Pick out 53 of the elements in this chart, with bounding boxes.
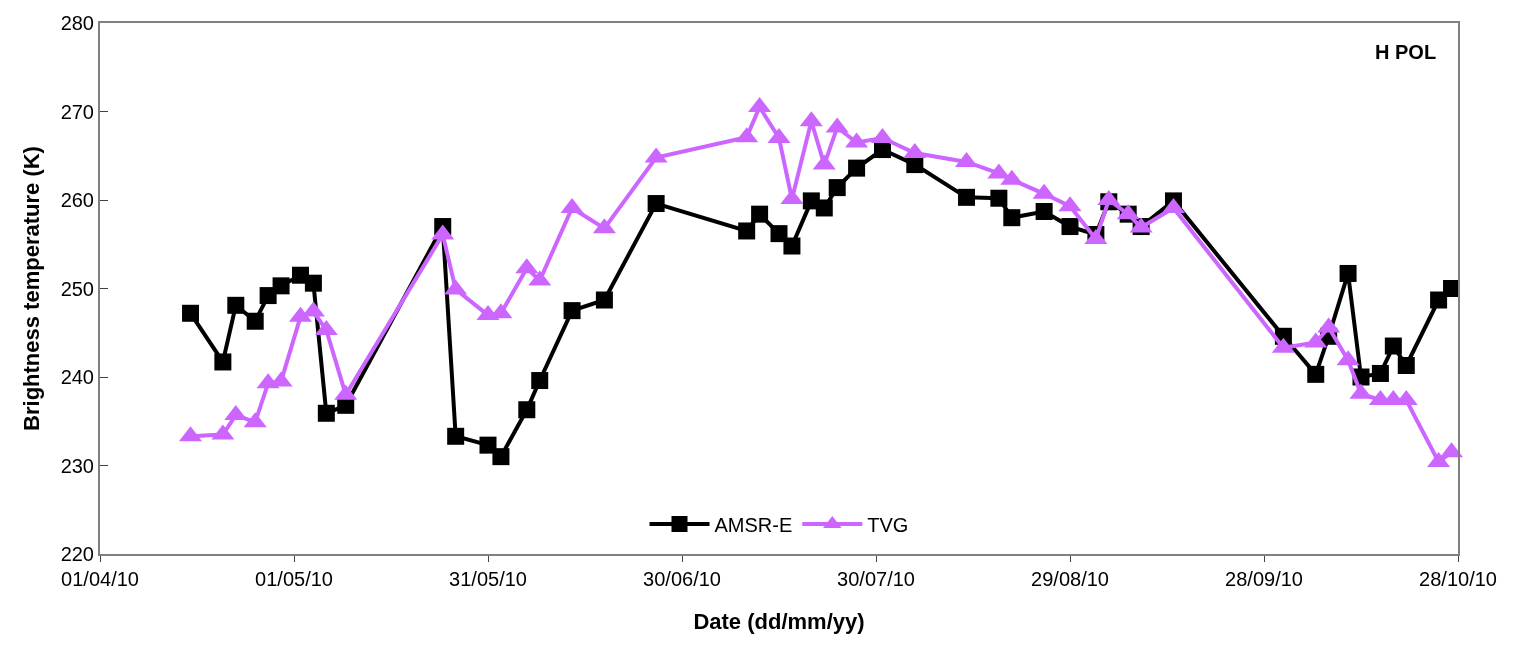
- point: [1339, 264, 1357, 282]
- x-tick-label: 30/07/10: [837, 568, 915, 590]
- point: [1371, 364, 1389, 382]
- y-tick-label: 240: [60, 366, 94, 388]
- point: [595, 291, 613, 309]
- y-tick-label: 260: [60, 189, 94, 211]
- x-tick-label: 01/04/10: [61, 568, 139, 590]
- point: [1061, 218, 1079, 236]
- legend-label: AMSR-E: [714, 513, 793, 536]
- point: [770, 225, 788, 243]
- point: [182, 304, 200, 322]
- point: [272, 277, 290, 295]
- y-tick-label: 220: [60, 543, 94, 565]
- point: [214, 353, 232, 371]
- point: [1397, 356, 1415, 374]
- point: [227, 296, 245, 314]
- y-tick-label: 230: [60, 454, 94, 477]
- point: [815, 199, 833, 217]
- point: [259, 287, 277, 305]
- y-tick-label: 270: [60, 100, 94, 123]
- point: [1384, 337, 1402, 355]
- point: [492, 448, 510, 466]
- x-tick-label: 29/08/10: [1031, 568, 1109, 590]
- point: [447, 427, 465, 445]
- point: [246, 312, 264, 330]
- point: [1035, 203, 1053, 221]
- point: [317, 404, 335, 422]
- x-tick-label: 28/10/10: [1419, 568, 1497, 590]
- legend-label: TVG: [867, 513, 909, 536]
- point: [304, 274, 322, 292]
- point: [828, 179, 846, 197]
- point: [563, 302, 581, 320]
- point: [1430, 291, 1448, 309]
- point: [647, 195, 665, 213]
- point: [990, 189, 1008, 207]
- point: [848, 159, 866, 177]
- point: [531, 372, 549, 390]
- point: [958, 188, 976, 206]
- point: [1003, 209, 1021, 227]
- x-tick-label: 28/09/10: [1225, 568, 1303, 590]
- y-tick-label: 280: [60, 12, 94, 34]
- point: [518, 401, 536, 419]
- y-axis-title: Brightness temperature (K): [18, 146, 44, 431]
- x-tick-label: 01/05/10: [255, 568, 333, 590]
- x-tick-label: 30/06/10: [643, 568, 721, 590]
- point: [751, 205, 769, 223]
- point: [738, 222, 756, 240]
- point: [783, 237, 801, 255]
- annotation: H POL: [1375, 41, 1437, 63]
- x-tick-label: 31/05/10: [449, 568, 527, 590]
- point: [1307, 365, 1325, 383]
- y-tick-label: 250: [60, 277, 94, 300]
- x-axis-title: Date (dd/mm/yy): [693, 609, 865, 635]
